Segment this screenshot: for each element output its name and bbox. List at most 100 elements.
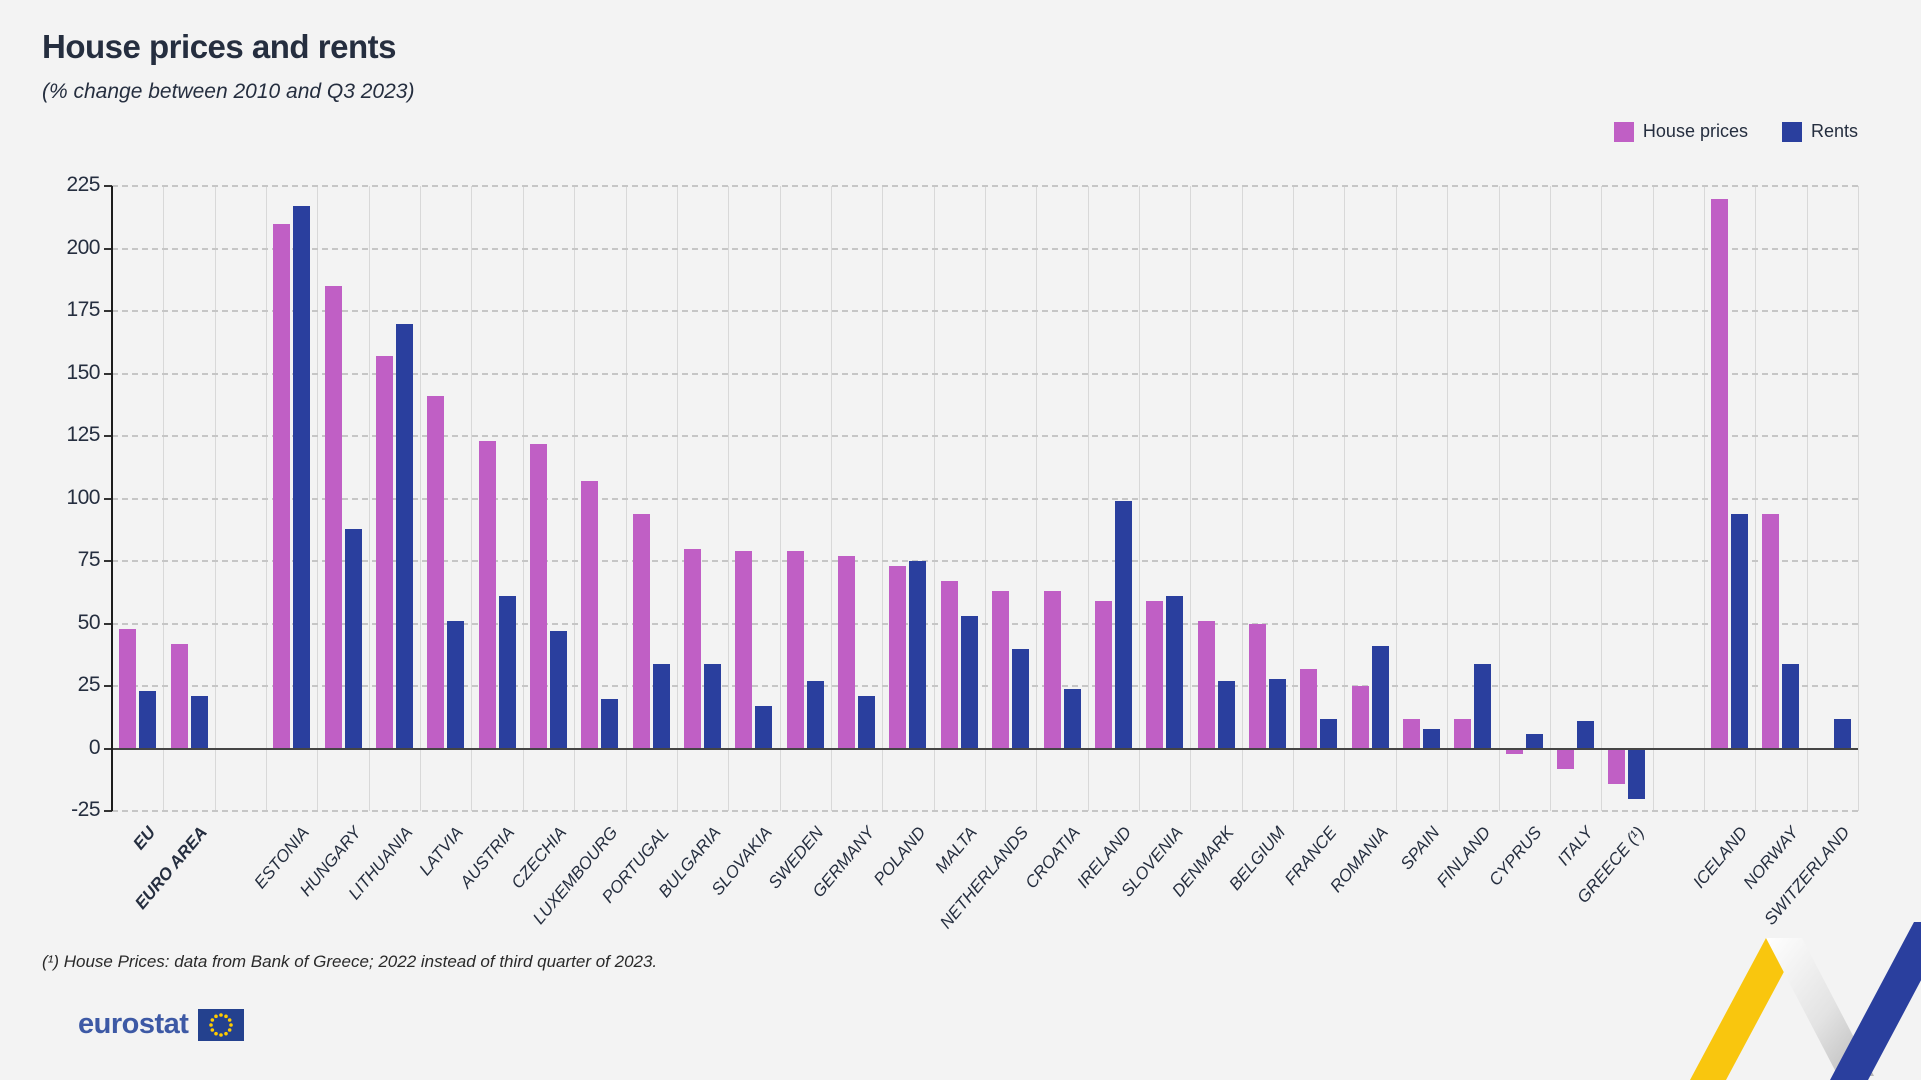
y-axis-label: 150 <box>66 360 100 384</box>
bar-house-prices-slovakia <box>735 551 753 749</box>
y-axis-tick <box>104 497 112 500</box>
y-axis-tick <box>104 747 112 750</box>
bar-rents-finland <box>1474 663 1492 749</box>
bar-house-prices-poland <box>889 566 907 749</box>
y-axis-line <box>111 186 113 811</box>
bar-house-prices-france <box>1300 668 1318 749</box>
bar-house-prices-euro-area <box>170 643 188 749</box>
ribbon-blue-band <box>1830 922 1921 1080</box>
bar-house-prices-denmark <box>1197 621 1215 749</box>
bar-rents-romania <box>1371 646 1389 749</box>
bar-house-prices-sweden <box>786 551 804 749</box>
bar-house-prices-eu <box>119 628 137 749</box>
y-axis-tick <box>104 310 112 312</box>
x-axis-label-spain: SPAIN <box>1396 823 1444 874</box>
bar-house-prices-netherlands <box>992 591 1010 749</box>
bar-house-prices-czechia <box>530 443 547 749</box>
y-axis-tick <box>104 185 112 187</box>
decorative-ribbon <box>1690 922 1921 1080</box>
y-axis-tick <box>104 810 112 812</box>
gridline-horizontal <box>112 435 1858 437</box>
bar-house-prices-portugal <box>632 513 650 749</box>
ribbon-silver-band <box>1766 938 1874 1076</box>
bar-rents-switzerland <box>1833 718 1851 749</box>
rents-swatch-icon <box>1781 121 1802 142</box>
bar-rents-greece <box>1628 748 1646 799</box>
legend: House prices Rents <box>1613 121 1858 142</box>
footnote: (¹) House Prices: data from Bank of Gree… <box>42 952 658 971</box>
bar-rents-lithuania <box>395 323 413 749</box>
y-axis-label: 0 <box>88 735 101 759</box>
bar-rents-czechia <box>550 631 567 749</box>
bar-house-prices-lithuania <box>375 356 393 749</box>
gridline-horizontal <box>112 810 1858 812</box>
y-axis-tick <box>104 622 112 625</box>
bar-rents-slovenia <box>1166 596 1184 749</box>
y-axis-label: 175 <box>66 298 100 321</box>
bar-rents-euro-area <box>190 696 208 749</box>
gridline-horizontal <box>112 622 1858 625</box>
bar-rents-netherlands <box>1012 648 1030 749</box>
y-axis-label: -25 <box>71 798 100 821</box>
bar-house-prices-iceland <box>1711 198 1729 749</box>
bar-rents-bulgaria <box>704 663 722 749</box>
bar-rents-malta <box>960 616 978 749</box>
bar-rents-ireland <box>1114 501 1132 749</box>
x-axis-label-cyprus: CYPRUS <box>1485 823 1546 890</box>
bar-house-prices-luxembourg <box>581 481 599 749</box>
y-axis-label: 200 <box>66 235 100 259</box>
bar-house-prices-bulgaria <box>684 548 702 749</box>
bar-house-prices-slovenia <box>1146 601 1164 749</box>
bar-house-prices-hungary <box>324 286 342 749</box>
y-axis-label: 75 <box>77 548 101 571</box>
bar-rents-estonia <box>293 206 311 749</box>
eurostat-logo: eurostat <box>78 1008 245 1041</box>
bar-rents-belgium <box>1268 678 1286 749</box>
eurostat-logo-text: eurostat <box>78 1008 189 1040</box>
legend-item-rents: Rents <box>1781 121 1858 142</box>
y-axis-tick <box>104 247 112 250</box>
bar-rents-latvia <box>447 621 465 749</box>
y-axis-tick <box>104 372 112 375</box>
y-axis-tick <box>104 435 112 437</box>
bar-house-prices-belgium <box>1248 623 1266 749</box>
bar-rents-italy <box>1577 721 1595 749</box>
bar-house-prices-greece <box>1608 748 1626 784</box>
bar-rents-germany <box>858 696 876 749</box>
x-axis-label-italy: ITALY <box>1554 823 1598 870</box>
bar-house-prices-ireland <box>1094 601 1112 749</box>
bar-house-prices-germany <box>838 556 856 749</box>
bar-rents-norway <box>1782 663 1800 749</box>
bar-house-prices-italy <box>1557 748 1575 769</box>
bar-rents-austria <box>498 596 516 749</box>
x-axis-label-eu: EU <box>129 823 160 854</box>
y-axis-tick <box>104 560 112 562</box>
bar-house-prices-latvia <box>427 396 445 749</box>
y-axis-label: 100 <box>66 485 100 509</box>
bar-rents-iceland <box>1731 513 1749 749</box>
eu-flag-icon <box>198 1008 245 1041</box>
bar-rents-denmark <box>1217 681 1235 749</box>
bar-house-prices-spain <box>1403 718 1420 749</box>
bar-rents-cyprus <box>1525 733 1543 749</box>
bar-house-prices-estonia <box>273 223 291 749</box>
gridline-horizontal <box>112 372 1858 375</box>
bar-rents-spain <box>1423 728 1440 749</box>
bar-rents-hungary <box>344 528 362 749</box>
y-axis-label: 125 <box>66 423 100 446</box>
bar-house-prices-romania <box>1351 686 1369 749</box>
y-axis-tick <box>104 685 112 687</box>
house-prices-swatch-icon <box>1613 121 1634 142</box>
bar-rents-poland <box>909 561 927 749</box>
bar-rents-france <box>1320 718 1338 749</box>
legend-label: House prices <box>1642 121 1748 141</box>
x-axis-label-latvia: LATVIA <box>415 823 468 880</box>
gridline-vertical <box>1858 186 1859 811</box>
gridline-horizontal <box>112 310 1858 312</box>
ribbon-yellow-band <box>1690 938 1802 1080</box>
gridline-horizontal <box>112 497 1858 500</box>
bar-house-prices-finland <box>1454 718 1472 749</box>
legend-item-house-prices: House prices <box>1613 121 1748 142</box>
